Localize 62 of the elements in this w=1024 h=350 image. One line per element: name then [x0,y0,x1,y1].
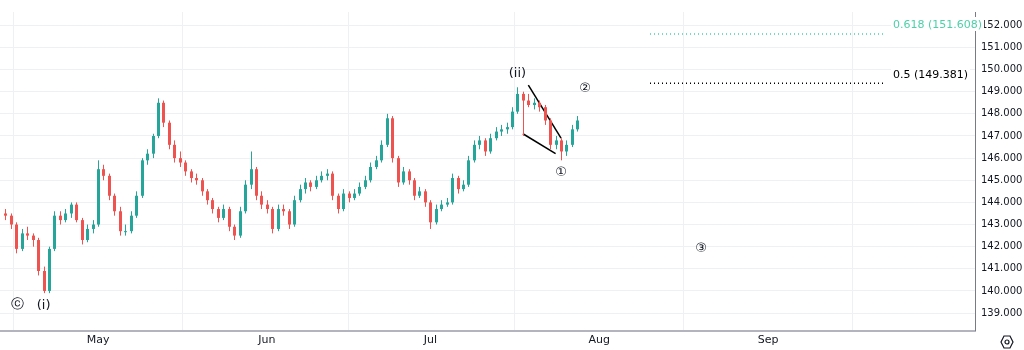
annotation: ⓒ [10,296,24,312]
candlestick [135,190,138,219]
candlestick [380,139,383,164]
x-tick-label: May [86,333,110,347]
candlestick [113,193,116,217]
y-tick-label: 149.000 [981,85,1023,97]
candlestick [571,124,574,148]
candlestick [288,208,291,230]
candlestick [173,139,176,164]
candlestick [560,137,563,161]
y-tick-label: 140.000 [981,284,1023,296]
annotation: ② [579,80,591,96]
y-tick-label: 142.000 [981,240,1023,252]
candlestick [75,201,78,223]
y-tick-label: 150.000 [981,63,1023,75]
candlestick [544,104,547,126]
x-tick-label: Jul [422,333,437,347]
candlestick [271,206,274,234]
candlestick [130,210,133,234]
candlestick [43,266,46,294]
candlestick [473,139,476,164]
annotation: ① [555,163,567,179]
candlestick [429,199,432,230]
annotation: (ii) [508,64,527,80]
candlestick [369,162,372,183]
candlestick [108,173,111,201]
annotation: ③ [695,240,707,256]
y-tick-label: 139.000 [981,306,1023,318]
candlestick [516,86,519,115]
x-tick-label: Jun [257,333,276,347]
candlestick [413,177,416,201]
y-tick-label: 151.000 [981,41,1023,53]
ref-line-label: 0.5 (149.381) [893,67,969,81]
annotation: (i) [36,296,51,312]
candlestick [277,204,280,232]
x-tick-label: Aug [588,333,610,347]
y-tick-label: 141.000 [981,262,1023,274]
candlestick [162,100,165,128]
candlestick [511,106,514,130]
y-tick-label: 143.000 [981,218,1023,230]
candlestick [168,119,171,150]
candlestick [342,188,345,212]
y-tick-label: 146.000 [981,151,1023,163]
candlestick [337,193,340,214]
candlestick [228,206,231,232]
candlestick [435,204,438,226]
candlestick [331,170,334,201]
x-tick-label: Sep [757,333,779,347]
candlestick [119,206,122,237]
ref-line-label: 0.618 (151.608) [893,18,983,32]
candlestick [489,133,492,155]
candlestick [124,224,127,237]
candlestick [21,228,24,252]
candlestick [522,91,525,137]
y-tick-label: 147.000 [981,129,1023,141]
y-tick-label: 144.000 [981,195,1023,207]
candlestick [152,133,155,159]
y-tick-label: 152.000 [981,18,1023,30]
y-tick-label: 145.000 [981,173,1023,185]
candlestick [250,150,253,190]
y-tick-label: 148.000 [981,107,1023,119]
candlestick [81,217,84,245]
